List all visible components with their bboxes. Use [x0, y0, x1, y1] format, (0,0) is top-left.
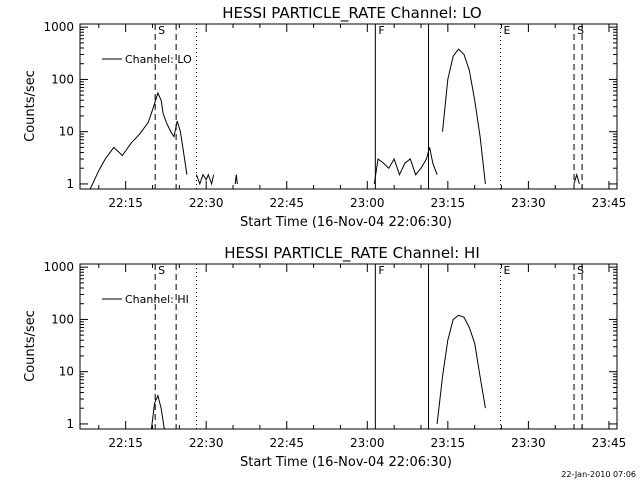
- chart-lo: HESSI PARTICLE_RATE Channel: LO S F E S 22:…: [23, 4, 626, 230]
- series-line: [442, 48, 486, 184]
- marker-label: F: [378, 24, 384, 37]
- x-tick-label: 22:15: [108, 196, 143, 210]
- series-line: [234, 174, 238, 184]
- x-tick-label: 22:30: [189, 436, 224, 450]
- chart-title: HESSI PARTICLE_RATE Channel: LO: [222, 4, 481, 23]
- x-tick-label: 23:45: [592, 196, 627, 210]
- series-line: [373, 147, 438, 184]
- series-line: [436, 314, 486, 424]
- y-tick-label: 1000: [43, 260, 74, 274]
- y-axis-ticks: 1 10 100 1000: [43, 20, 617, 191]
- chart-hi: HESSI PARTICLE_RATE Channel: HI S F E S 22:…: [23, 244, 626, 470]
- marker-label: E: [503, 24, 510, 37]
- y-tick-label: 1: [66, 177, 74, 191]
- y-tick-label: 1: [66, 417, 74, 431]
- x-tick-label: 23:15: [431, 436, 466, 450]
- x-tick-label: 23:00: [350, 196, 385, 210]
- series-line: [150, 393, 165, 430]
- x-tick-label: 23:30: [511, 196, 546, 210]
- y-tick-label: 10: [59, 365, 74, 379]
- y-axis-label: Counts/sec: [23, 70, 38, 142]
- y-axis-ticks: 1 10 100 1000: [43, 260, 617, 431]
- y-tick-label: 10: [59, 125, 74, 139]
- chart-title: HESSI PARTICLE_RATE Channel: HI: [224, 244, 480, 263]
- y-tick-label: 1000: [43, 20, 74, 34]
- x-axis-label: Start Time (16-Nov-04 22:06:30): [240, 455, 452, 470]
- legend-label: Channel: LO: [125, 53, 192, 66]
- series-lines: [150, 314, 486, 430]
- y-tick-label: 100: [51, 72, 74, 86]
- x-tick-label: 22:45: [269, 436, 304, 450]
- marker-label: S: [158, 264, 165, 277]
- x-tick-label: 22:45: [269, 196, 304, 210]
- series-line: [89, 91, 188, 190]
- x-tick-label: 23:30: [511, 436, 546, 450]
- marker-label: S: [577, 24, 584, 37]
- marker-label: S: [577, 264, 584, 277]
- x-tick-label: 23:15: [431, 196, 466, 210]
- legend-label: Channel: HI: [125, 293, 189, 306]
- y-axis-label: Counts/sec: [23, 310, 38, 382]
- footer-timestamp: 22-Jan-2010 07:06: [561, 470, 636, 479]
- series-lines: [89, 48, 580, 190]
- marker-label: F: [378, 264, 384, 277]
- marker-label: E: [503, 264, 510, 277]
- marker-label: S: [158, 24, 165, 37]
- y-tick-label: 100: [51, 312, 74, 326]
- x-axis-ticks: 22:15 22:30 22:45 23:00 23:15 23:30 23:45: [98, 24, 627, 210]
- x-axis-ticks: 22:15 22:30 22:45 23:00 23:15 23:30 23:45: [98, 264, 627, 450]
- x-axis-label: Start Time (16-Nov-04 22:06:30): [240, 215, 452, 230]
- series-line: [196, 173, 215, 186]
- series-line: [573, 172, 580, 185]
- x-tick-label: 22:15: [108, 436, 143, 450]
- x-tick-label: 23:00: [350, 436, 385, 450]
- x-tick-label: 23:45: [592, 436, 627, 450]
- x-tick-label: 22:30: [189, 196, 224, 210]
